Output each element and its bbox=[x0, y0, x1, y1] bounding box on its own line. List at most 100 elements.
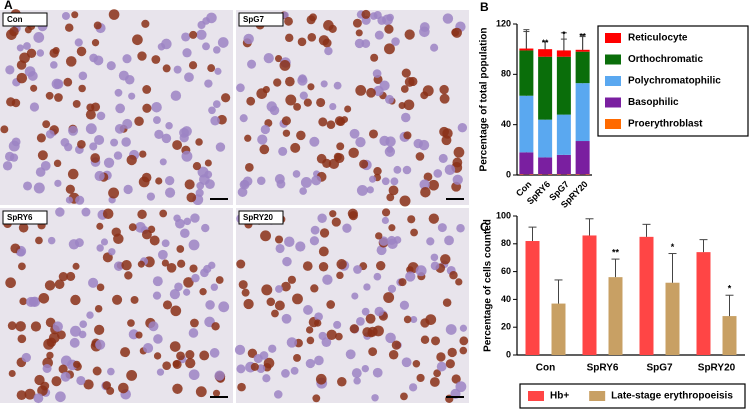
cell bbox=[385, 332, 396, 344]
bar-segment bbox=[575, 83, 590, 142]
x-tick-label: SpRY20 bbox=[698, 363, 736, 374]
cell bbox=[445, 324, 457, 335]
cell bbox=[114, 123, 125, 134]
cell bbox=[121, 259, 132, 271]
legend-label: Late-stage erythropoeisis bbox=[611, 391, 733, 402]
cell bbox=[247, 59, 257, 69]
cell bbox=[425, 314, 437, 326]
cell bbox=[353, 265, 362, 274]
cell bbox=[135, 331, 143, 339]
cell bbox=[409, 383, 418, 392]
cell bbox=[318, 246, 329, 257]
x-tick-label: SpRY6 bbox=[587, 363, 619, 374]
cell bbox=[370, 53, 379, 62]
cell bbox=[128, 92, 136, 100]
y-tick-label: 80 bbox=[501, 238, 511, 248]
cell bbox=[430, 261, 440, 271]
cell bbox=[185, 358, 196, 369]
cell bbox=[189, 30, 198, 39]
cell bbox=[172, 140, 183, 150]
cell bbox=[276, 179, 286, 189]
cell bbox=[27, 71, 38, 81]
cell bbox=[299, 187, 307, 195]
cell bbox=[67, 168, 79, 180]
cell bbox=[78, 71, 88, 81]
cell bbox=[142, 342, 154, 354]
cell bbox=[326, 329, 337, 340]
cell bbox=[373, 325, 384, 337]
cell bbox=[430, 43, 439, 52]
bar bbox=[696, 252, 711, 355]
cell bbox=[16, 72, 28, 84]
cell bbox=[410, 315, 418, 324]
cell bbox=[48, 332, 60, 344]
cell bbox=[384, 24, 394, 34]
cell bbox=[309, 13, 317, 22]
cell bbox=[322, 274, 333, 285]
cell bbox=[388, 349, 399, 360]
cell bbox=[293, 102, 302, 111]
cell bbox=[69, 337, 80, 348]
cell bbox=[347, 208, 358, 219]
cell bbox=[100, 238, 109, 246]
cell bbox=[166, 262, 177, 273]
cell bbox=[110, 138, 119, 147]
cell bbox=[94, 170, 105, 182]
cell bbox=[8, 140, 20, 152]
cell bbox=[413, 138, 423, 149]
cell bbox=[165, 175, 175, 186]
bar-segment bbox=[519, 50, 534, 96]
error-bar bbox=[528, 226, 537, 242]
bar-segment bbox=[556, 56, 571, 115]
error-bar bbox=[611, 258, 620, 278]
cell bbox=[305, 326, 314, 334]
cell bbox=[336, 271, 344, 280]
cell bbox=[30, 321, 42, 332]
cell bbox=[74, 38, 83, 47]
cell bbox=[153, 352, 162, 360]
legend-swatch bbox=[605, 33, 621, 43]
image-label-box bbox=[238, 210, 284, 225]
cell bbox=[455, 278, 463, 286]
legend-label: Orthochromatic bbox=[628, 54, 703, 65]
cell bbox=[214, 67, 222, 75]
image-label: SpRY6 bbox=[7, 213, 33, 222]
legend-label: Reticulocyte bbox=[628, 33, 688, 44]
cell bbox=[318, 331, 327, 341]
cell bbox=[437, 223, 447, 233]
cell bbox=[195, 138, 203, 146]
cell bbox=[40, 381, 50, 391]
cell bbox=[204, 79, 213, 88]
cell bbox=[210, 116, 220, 126]
cell bbox=[188, 369, 200, 381]
cell bbox=[284, 236, 295, 247]
cell bbox=[192, 161, 202, 171]
cell bbox=[390, 177, 399, 186]
cell bbox=[377, 16, 387, 25]
cell bbox=[234, 344, 246, 355]
cell bbox=[33, 182, 45, 194]
cell bbox=[34, 374, 45, 386]
cell bbox=[18, 223, 29, 233]
cell bbox=[400, 85, 409, 93]
cell bbox=[165, 122, 173, 130]
cell bbox=[428, 179, 439, 191]
cell bbox=[438, 153, 448, 163]
cell bbox=[391, 340, 402, 350]
cell bbox=[314, 312, 323, 322]
cell bbox=[86, 311, 94, 319]
cell bbox=[386, 145, 394, 153]
cell bbox=[142, 85, 152, 94]
legend-swatch bbox=[589, 391, 606, 401]
cell bbox=[162, 64, 171, 73]
cell bbox=[102, 381, 112, 390]
cell bbox=[130, 295, 139, 304]
cell bbox=[65, 56, 77, 67]
cell bbox=[415, 152, 425, 161]
cell bbox=[184, 72, 194, 83]
legend-label: Basophilic bbox=[628, 97, 679, 108]
cell bbox=[246, 96, 256, 106]
cell bbox=[237, 382, 246, 392]
cell bbox=[25, 296, 37, 307]
